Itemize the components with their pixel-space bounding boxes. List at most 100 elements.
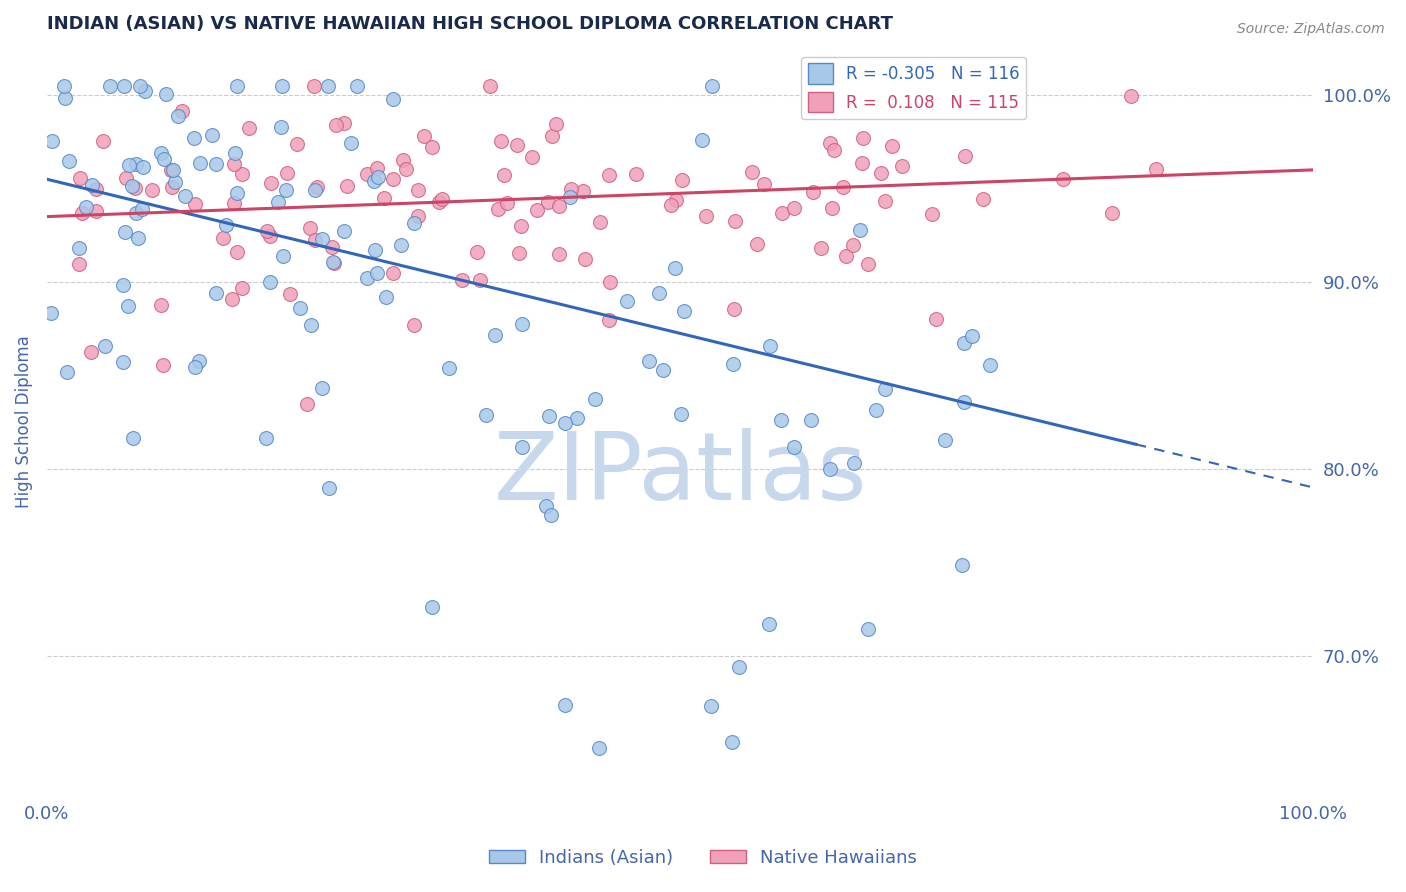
Point (276, 166, 298, 180)
Point (673, 304, 696, 318)
Point (134, 84, 156, 98)
Point (934, 433, 956, 447)
Point (356, 167, 378, 181)
Point (953, 335, 976, 350)
Point (311, 381, 333, 395)
Point (374, 290, 396, 304)
Point (274, 183, 297, 197)
Point (69, 256, 91, 270)
Point (598, 313, 620, 327)
Point (238, 120, 260, 135)
Point (129, 78, 152, 93)
Point (540, 508, 562, 522)
Point (783, 440, 806, 454)
Point (212, 231, 235, 245)
Point (114, 171, 136, 186)
Point (141, 183, 163, 197)
Point (112, 78, 135, 93)
Point (818, 461, 841, 475)
Point (652, 362, 675, 376)
Point (925, 312, 948, 326)
Point (52, 78, 75, 93)
Point (537, 195, 560, 210)
Point (152, 358, 174, 372)
Point (479, 78, 502, 93)
Point (851, 156, 873, 170)
Point (295, 397, 318, 411)
Point (406, 209, 429, 223)
Point (427, 194, 450, 209)
Point (381, 172, 404, 186)
Point (598, 168, 620, 182)
Point (125, 157, 148, 171)
Point (489, 134, 512, 148)
Point (318, 481, 340, 495)
Point (823, 143, 845, 157)
Point (336, 179, 359, 194)
Point (111, 277, 134, 292)
Point (366, 161, 388, 175)
Point (225, 78, 247, 93)
Point (821, 201, 844, 215)
Point (450, 273, 472, 287)
Point (759, 339, 782, 353)
Point (801, 185, 824, 199)
Point (728, 659, 751, 673)
Point (70, 206, 93, 220)
Point (669, 407, 692, 421)
Point (304, 233, 326, 247)
Point (170, 103, 193, 118)
Point (363, 174, 385, 188)
Point (870, 166, 893, 180)
Point (392, 153, 415, 168)
Point (201, 128, 224, 142)
Point (58, 153, 80, 168)
Point (700, 78, 723, 93)
Point (155, 87, 177, 101)
Point (367, 170, 389, 185)
Point (278, 287, 301, 301)
Point (188, 156, 211, 170)
Point (882, 139, 904, 153)
Point (298, 221, 321, 235)
Point (496, 196, 519, 211)
Point (149, 146, 172, 161)
Point (810, 241, 832, 255)
Point (422, 140, 444, 154)
Point (340, 136, 363, 150)
Point (1052, 172, 1074, 186)
Point (221, 292, 243, 306)
Point (271, 249, 294, 263)
Point (183, 131, 205, 145)
Point (406, 183, 429, 197)
Point (842, 456, 865, 470)
Point (215, 219, 238, 233)
Point (125, 206, 148, 220)
Point (486, 202, 509, 216)
Point (231, 281, 253, 295)
Point (75, 200, 97, 214)
Point (616, 294, 638, 309)
Point (84, 182, 107, 196)
Point (402, 318, 425, 333)
Point (723, 302, 745, 317)
Point (865, 403, 887, 417)
Point (475, 408, 498, 422)
Point (835, 249, 858, 263)
Point (437, 361, 460, 376)
Point (548, 199, 571, 213)
Point (891, 159, 914, 173)
Point (540, 129, 562, 144)
Point (484, 328, 506, 343)
Point (364, 243, 387, 257)
Point (254, 432, 277, 446)
Point (953, 148, 976, 162)
Point (322, 255, 344, 269)
Point (721, 357, 744, 371)
Point (98, 78, 121, 93)
Point (747, 236, 769, 251)
Point (150, 298, 173, 312)
Point (122, 431, 145, 445)
Point (546, 117, 568, 131)
Point (159, 162, 181, 177)
